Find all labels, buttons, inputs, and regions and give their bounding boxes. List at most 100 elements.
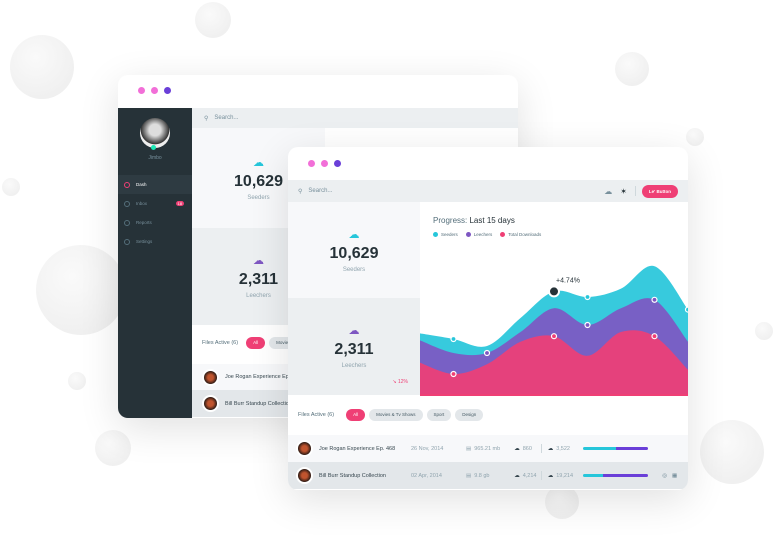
legend-swatch [500, 232, 506, 238]
toolbar: ⚲ Search... ☁ ✶ Le' Button [288, 180, 688, 202]
window-controls [308, 160, 341, 167]
file-avatar [202, 395, 219, 412]
search-placeholder: Search... [214, 115, 239, 121]
bubble [686, 128, 704, 146]
cloud-upload-icon: ☁ [348, 228, 360, 241]
data-point[interactable] [483, 349, 491, 357]
window-controls [138, 87, 171, 94]
data-point[interactable] [584, 321, 591, 329]
view-icon[interactable]: ◎ [662, 472, 668, 479]
inbox-badge: 18 [175, 201, 184, 206]
data-point[interactable] [651, 333, 658, 340]
legend-label: Leechers [473, 232, 493, 237]
seeders-count: 10,629 [329, 244, 379, 262]
user-menu[interactable]: Jimbo [148, 155, 162, 161]
nav-settings[interactable]: Settings [118, 232, 192, 251]
bubble [68, 372, 86, 390]
file-row[interactable]: Joe Rogan Experience Ep. 468 26 Nov, 201… [288, 435, 688, 462]
divider [634, 186, 636, 196]
download-icon: ☁ [514, 445, 520, 452]
seeders-count: 10,629 [234, 172, 283, 190]
file-name: Joe Rogan Experience Ep. 468 [225, 374, 302, 380]
bubble [10, 35, 74, 99]
data-point[interactable] [684, 306, 689, 313]
nav-inbox[interactable]: Inbox 18 [118, 194, 192, 213]
seeders-label: Seeders [342, 266, 366, 273]
filter-design[interactable]: Design [455, 409, 484, 421]
data-point[interactable] [651, 296, 658, 303]
search-input[interactable]: ⚲ Search... [192, 108, 518, 128]
legend-swatch [465, 232, 471, 238]
bubble [95, 430, 131, 466]
bubble [2, 178, 20, 196]
nav-label: Inbox [136, 201, 148, 206]
filter-movies-tv[interactable]: Movies & Tv Shows [369, 409, 423, 421]
dashboard-icon [124, 181, 130, 188]
file-name: Bill Burr Standup Collection [225, 400, 292, 407]
file-row[interactable]: Bill Burr Standup Collection 02 Apr, 201… [288, 462, 688, 489]
progress-bar [583, 474, 649, 477]
upload-icon: ☁ [547, 472, 554, 479]
file-avatar [202, 368, 219, 386]
file-name: Joe Rogan Experience Ep. 468 [319, 445, 396, 452]
upload-count: 3,522 [556, 445, 570, 452]
filter-all[interactable]: All [346, 409, 366, 421]
file-date: 26 Nov, 2014 [411, 445, 444, 452]
legend-item: Leechers [465, 232, 493, 238]
gear-icon [124, 238, 130, 245]
file-avatar [296, 467, 313, 484]
area-total-downloads [420, 330, 688, 395]
cloud-download-icon: ☁ [253, 255, 264, 267]
file-avatar [296, 440, 313, 457]
seeders-label: Seeders [247, 194, 270, 201]
inbox-icon [124, 200, 130, 207]
download-count: 4,214 [522, 472, 537, 479]
legend-item: Total Downloads [500, 232, 541, 238]
data-point[interactable] [450, 370, 457, 378]
bubble [195, 2, 231, 38]
bubble [700, 420, 764, 484]
bubble [615, 52, 649, 86]
leechers-label: Leechers [341, 363, 367, 369]
data-point[interactable] [584, 293, 591, 301]
filter-all[interactable]: All [246, 337, 266, 349]
size-icon: ▤ [466, 472, 472, 479]
file-size: 9.8 gb [474, 472, 490, 479]
nav-reports[interactable]: Reports [118, 213, 192, 232]
upload-icon: ☁ [547, 445, 554, 452]
chart-title: Progress: Last 15 days [433, 216, 515, 225]
bubble [36, 245, 126, 335]
highlight-point[interactable] [548, 285, 560, 298]
progress-period: Last 15 days [469, 216, 515, 225]
files-title: Files Active (6) [298, 412, 335, 418]
cloud-download-icon: ☁ [348, 325, 360, 337]
filter-sport[interactable]: Sport [426, 409, 452, 421]
nav-label: Settings [136, 239, 153, 244]
online-indicator [151, 145, 156, 150]
download-count: 860 [522, 445, 532, 452]
area-chart: +4.74% [420, 265, 689, 395]
leechers-count: 2,311 [334, 341, 374, 358]
le-button[interactable]: Le' Button [641, 184, 678, 198]
files-header: Files Active (6) All Movies & Tv Shows S… [298, 409, 487, 421]
leechers-card: ☁ 2,311 Leechers ↘ 12% [288, 298, 420, 395]
search-icon: ⚲ [204, 115, 209, 122]
files-header: Files Active (6) All Movies [202, 337, 301, 349]
progress-label: Progress: [433, 216, 468, 225]
chart-baseline [420, 394, 688, 396]
annotation-label: +4.74% [556, 277, 580, 284]
rocket-icon[interactable]: ✶ [620, 186, 627, 196]
legend-swatch [433, 232, 438, 238]
search-icon: ⚲ [298, 188, 303, 195]
leechers-count: 2,311 [238, 271, 279, 288]
trash-icon[interactable]: ▦ [672, 472, 678, 479]
cloud-icon[interactable]: ☁ [604, 186, 613, 196]
bubble [755, 322, 773, 340]
search-input[interactable]: Search... [308, 188, 333, 194]
data-point[interactable] [450, 335, 457, 343]
avatar [140, 118, 170, 148]
data-point[interactable] [550, 333, 558, 340]
nav-dash[interactable]: Dash [118, 175, 192, 194]
file-size: 965.21 mb [474, 445, 501, 452]
leechers-change: ↘ 12% [392, 379, 408, 385]
